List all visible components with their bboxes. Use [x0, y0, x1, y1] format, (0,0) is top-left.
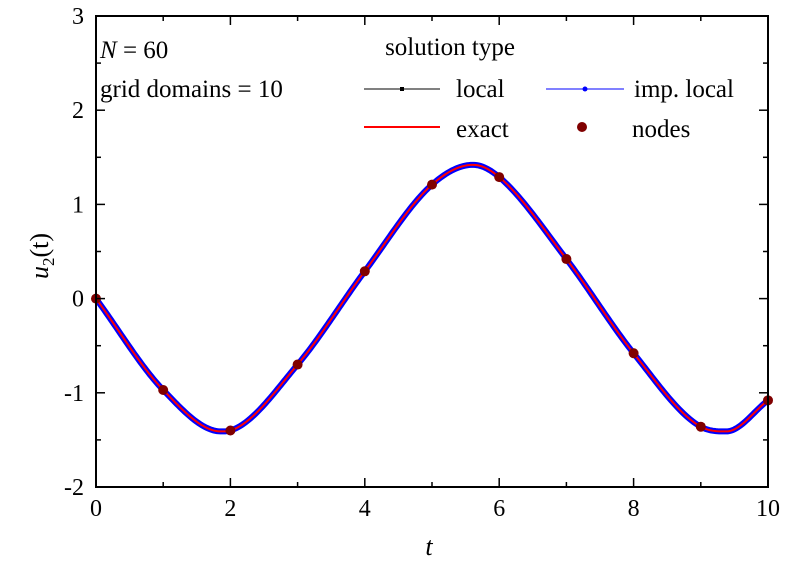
x-tick-label: 8 — [628, 496, 640, 522]
annotation-grid-domains: grid domains = 10 — [100, 76, 283, 103]
x-axis-label: t — [425, 532, 433, 561]
x-tick-label: 10 — [756, 496, 780, 522]
legend-nodes-marker — [577, 122, 587, 132]
legend-exact-label: exact — [456, 116, 509, 143]
axis-ticks — [95, 15, 769, 488]
legend-nodes-label: nodes — [632, 116, 690, 143]
legend: solution type local imp. local exact nod… — [364, 34, 734, 143]
node-point — [427, 179, 437, 190]
annotation-n: N = 60 — [99, 37, 168, 64]
y-tick-label: 1 — [72, 192, 84, 218]
y-axis-label: u2(t) — [25, 233, 58, 279]
series-imp-local-line — [93, 161, 770, 435]
y-tick-labels: -2 -1 0 1 2 3 — [64, 4, 84, 501]
legend-local-marker — [400, 87, 404, 91]
legend-local-label: local — [456, 76, 505, 103]
node-point — [561, 254, 572, 265]
curves — [91, 161, 773, 436]
node-point — [158, 384, 169, 395]
node-point — [359, 266, 370, 277]
x-tick-label: 4 — [359, 496, 371, 522]
y-tick-label: 3 — [72, 4, 84, 30]
x-tick-label: 2 — [224, 496, 236, 522]
node-point — [494, 172, 505, 183]
x-tick-label: 6 — [493, 496, 505, 522]
legend-imp-local-marker — [582, 86, 588, 92]
x-tick-label: 0 — [90, 496, 102, 522]
x-tick-labels: 0 2 4 6 8 10 — [90, 496, 780, 522]
node-point — [225, 425, 236, 436]
y-tick-label: -2 — [64, 475, 84, 501]
legend-title: solution type — [385, 34, 515, 61]
legend-imp-local-label: imp. local — [634, 76, 734, 103]
node-point — [292, 359, 303, 370]
y-tick-label: 0 — [72, 287, 84, 313]
y-tick-label: 2 — [72, 98, 84, 124]
node-point — [628, 348, 639, 359]
node-point — [695, 421, 706, 432]
y-tick-label: -1 — [64, 381, 84, 407]
